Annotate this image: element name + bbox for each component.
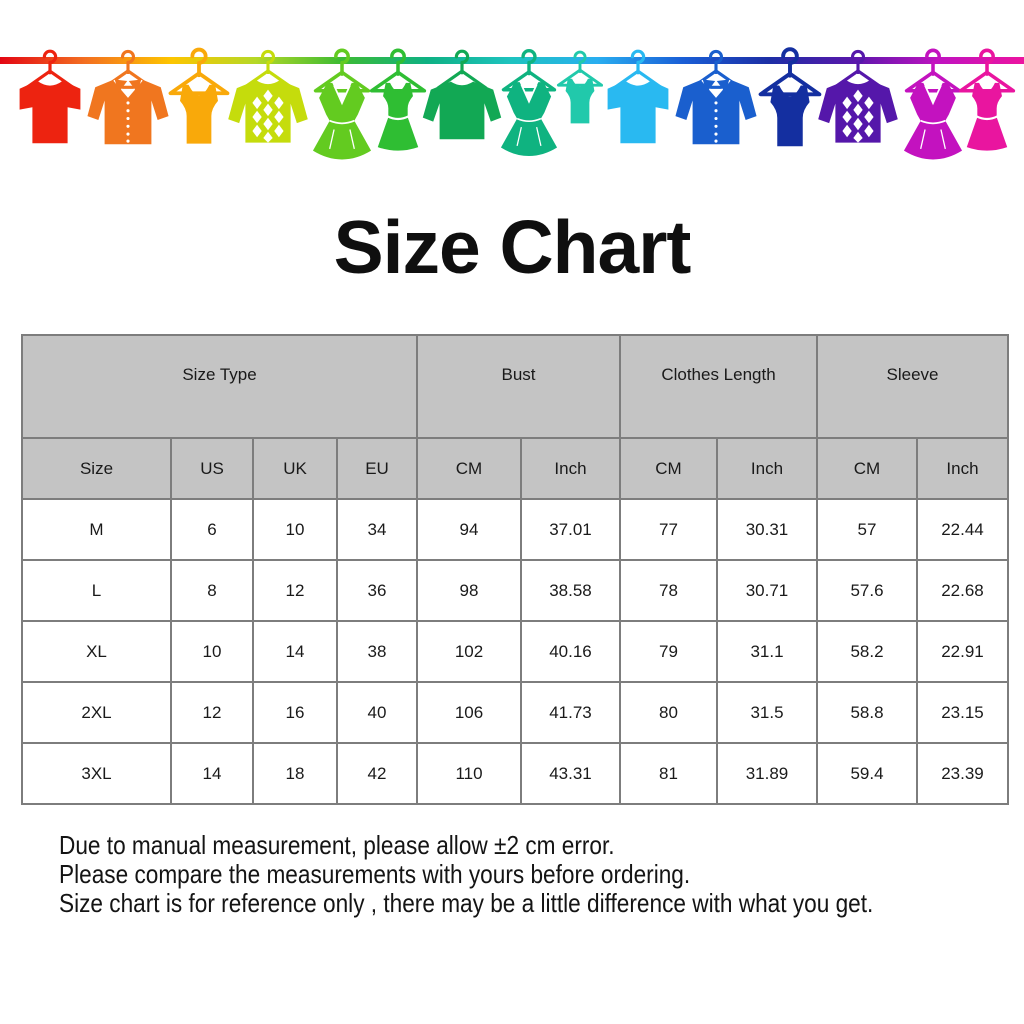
table-body: M 6 10 34 94 37.01 77 30.31 57 22.44 L 8 12 36 98 38.58… xyxy=(21,498,1009,805)
value-cell: 41.73 xyxy=(520,681,621,744)
value-cell: 57.6 xyxy=(816,559,918,622)
column-header-0-size: Size xyxy=(21,437,172,500)
value-cell: 30.71 xyxy=(716,559,818,622)
header-group-row: Size Type Bust Clothes Length Sleeve xyxy=(21,334,1009,439)
value-cell: 14 xyxy=(252,620,338,683)
longsleeve-icon xyxy=(422,49,502,140)
value-cell: 38.58 xyxy=(520,559,621,622)
size-table: Size Type Bust Clothes Length Sleeve Size US… xyxy=(21,334,1009,805)
size-label-cell: L xyxy=(21,559,172,622)
value-cell: 31.5 xyxy=(716,681,818,744)
value-cell: 23.39 xyxy=(916,742,1009,805)
column-header-6-cm: CM xyxy=(619,437,718,500)
value-cell: 18 xyxy=(252,742,338,805)
value-cell: 6 xyxy=(170,498,254,561)
value-cell: 12 xyxy=(252,559,338,622)
column-header-8-cm: CM xyxy=(816,437,918,500)
tankdress-icon xyxy=(369,48,427,152)
column-header-5-inch: Inch xyxy=(520,437,621,500)
value-cell: 43.31 xyxy=(520,742,621,805)
column-header-1-us: US xyxy=(170,437,254,500)
value-cell: 106 xyxy=(416,681,522,744)
value-cell: 31.1 xyxy=(716,620,818,683)
value-cell: 14 xyxy=(170,742,254,805)
dress-icon xyxy=(500,48,558,157)
value-cell: 10 xyxy=(170,620,254,683)
size-label-cell: 3XL xyxy=(21,742,172,805)
note-line-2: Please compare the measurements with you… xyxy=(59,859,691,889)
value-cell: 57 xyxy=(816,498,918,561)
value-cell: 31.89 xyxy=(716,742,818,805)
value-cell: 110 xyxy=(416,742,522,805)
value-cell: 34 xyxy=(336,498,418,561)
measurement-notes: Due to manual measurement, please allow … xyxy=(59,831,873,918)
table-row-2xl: 2XL 12 16 40 106 41.73 80 31.5 58.8 23.15 xyxy=(21,681,1009,744)
table-row-3xl: 3XL 14 18 42 110 43.31 81 31.89 59.4 23.39 xyxy=(21,742,1009,805)
column-header-7-inch: Inch xyxy=(716,437,818,500)
value-cell: 38 xyxy=(336,620,418,683)
column-header-2-uk: UK xyxy=(252,437,338,500)
value-cell: 23.15 xyxy=(916,681,1009,744)
size-label-cell: 2XL xyxy=(21,681,172,744)
column-header-3-eu: EU xyxy=(336,437,418,500)
value-cell: 80 xyxy=(619,681,718,744)
size-label-cell: XL xyxy=(21,620,172,683)
value-cell: 77 xyxy=(619,498,718,561)
value-cell: 10 xyxy=(252,498,338,561)
value-cell: 102 xyxy=(416,620,522,683)
dress-icon xyxy=(903,48,963,161)
value-cell: 42 xyxy=(336,742,418,805)
column-header-row: Size US UK EU CM Inch CM Inch CM Inch xyxy=(21,437,1009,500)
argyle-icon xyxy=(818,49,898,143)
value-cell: 40 xyxy=(336,681,418,744)
column-group-clothes-length: Clothes Length xyxy=(619,334,818,439)
column-group-bust: Bust xyxy=(416,334,621,439)
shirt-icon xyxy=(86,49,170,146)
value-cell: 81 xyxy=(619,742,718,805)
value-cell: 16 xyxy=(252,681,338,744)
value-cell: 94 xyxy=(416,498,522,561)
shirt-icon xyxy=(674,49,758,146)
tankdress-icon xyxy=(958,48,1016,152)
value-cell: 98 xyxy=(416,559,522,622)
clothesline-banner xyxy=(0,47,1024,161)
page-title: Size Chart xyxy=(333,205,692,289)
value-cell: 78 xyxy=(619,559,718,622)
argyle-icon xyxy=(228,49,308,143)
table-header: Size Type Bust Clothes Length Sleeve Size US… xyxy=(21,334,1009,500)
value-cell: 30.31 xyxy=(716,498,818,561)
value-cell: 58.8 xyxy=(816,681,918,744)
dress-icon xyxy=(312,48,372,161)
tshirt-icon xyxy=(19,49,81,144)
note-line-1: Due to manual measurement, please allow … xyxy=(59,830,615,860)
value-cell: 58.2 xyxy=(816,620,918,683)
value-cell: 8 xyxy=(170,559,254,622)
note-line-3: Size chart is for reference only , there… xyxy=(59,888,874,918)
value-cell: 79 xyxy=(619,620,718,683)
column-group-sleeve: Sleeve xyxy=(816,334,1009,439)
table-row-m: M 6 10 34 94 37.01 77 30.31 57 22.44 xyxy=(21,498,1009,561)
tshirt-icon xyxy=(607,49,669,144)
value-cell: 22.68 xyxy=(916,559,1009,622)
column-header-9-inch: Inch xyxy=(916,437,1009,500)
column-group-size-type: Size Type xyxy=(21,334,418,439)
value-cell: 37.01 xyxy=(520,498,621,561)
clothesline xyxy=(0,57,1024,64)
value-cell: 36 xyxy=(336,559,418,622)
value-cell: 22.44 xyxy=(916,498,1009,561)
value-cell: 22.91 xyxy=(916,620,1009,683)
value-cell: 59.4 xyxy=(816,742,918,805)
value-cell: 40.16 xyxy=(520,620,621,683)
value-cell: 12 xyxy=(170,681,254,744)
table-row-xl: XL 10 14 38 102 40.16 79 31.1 58.2 22.91 xyxy=(21,620,1009,683)
column-header-4-cm: CM xyxy=(416,437,522,500)
size-label-cell: M xyxy=(21,498,172,561)
table-row-l: L 8 12 36 98 38.58 78 30.71 57.6 22.68 xyxy=(21,559,1009,622)
